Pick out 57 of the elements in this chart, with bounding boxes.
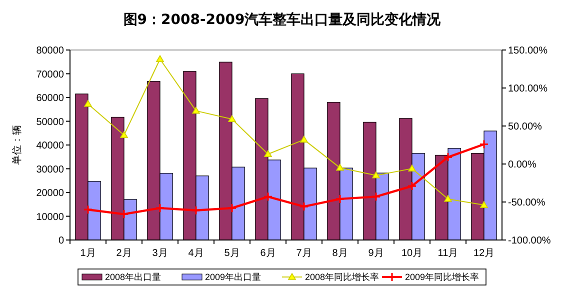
point xyxy=(407,181,417,191)
legend-label: 2009年同比增长率 xyxy=(405,272,480,282)
point xyxy=(479,139,489,150)
point xyxy=(336,164,344,171)
x-tick-label: 8月 xyxy=(332,248,348,259)
y-tick-label: 30000 xyxy=(36,164,64,176)
chart-title: 图9：2008-2009汽车整车出口量及同比变化情况 xyxy=(123,11,442,28)
y-tick-label: 50000 xyxy=(36,116,64,128)
x-tick-label: 6月 xyxy=(260,248,276,259)
y-tick-label: 40000 xyxy=(36,140,64,152)
y-tick-label: 20000 xyxy=(36,188,64,199)
point xyxy=(191,206,201,216)
x-tick-label: 10月 xyxy=(401,248,423,259)
y2-tick-label: 50.00% xyxy=(508,122,542,132)
y-tick-label: 60000 xyxy=(36,93,64,104)
point xyxy=(299,202,309,212)
point xyxy=(263,192,273,202)
y2-tick-label: -50.00% xyxy=(508,198,546,208)
x-tick-label: 7月 xyxy=(296,248,312,259)
y2-tick-label: -100.00% xyxy=(508,236,551,246)
x-tick-label: 2月 xyxy=(116,248,132,259)
point xyxy=(372,172,380,178)
point xyxy=(480,201,488,208)
y-tick-label: 0 xyxy=(58,236,64,246)
point xyxy=(83,204,93,214)
x-tick-label: 9月 xyxy=(368,248,384,259)
point xyxy=(371,192,381,202)
y-tick-label: 70000 xyxy=(36,69,64,80)
x-tick-label: 4月 xyxy=(188,248,204,259)
y2-tick-label: 0.00% xyxy=(508,160,536,170)
point xyxy=(228,115,236,122)
x-tick-label: 1月 xyxy=(80,248,96,259)
legend-label: 2008年同比增长率 xyxy=(305,272,380,282)
point xyxy=(227,203,237,213)
point xyxy=(443,152,453,162)
point xyxy=(408,164,416,172)
y-tick-label: 10000 xyxy=(36,212,64,223)
point xyxy=(155,203,165,213)
y2-tick-label: 100.00% xyxy=(508,84,548,94)
point xyxy=(156,55,164,62)
point xyxy=(120,131,128,138)
y-axis-title: 单位：辆 xyxy=(11,125,23,165)
point xyxy=(444,195,452,202)
y2-tick-label: 150.00% xyxy=(508,46,548,56)
point xyxy=(119,209,129,219)
legend-label: 2008年出口量 xyxy=(105,272,162,282)
point xyxy=(335,194,345,204)
x-tick-label: 12月 xyxy=(473,248,495,259)
x-tick-label: 11月 xyxy=(438,248,458,259)
legend-label: 2009年出口量 xyxy=(205,272,262,282)
point xyxy=(264,150,272,158)
y-tick-label: 80000 xyxy=(36,46,64,56)
point xyxy=(300,136,308,143)
point xyxy=(84,100,92,107)
point xyxy=(192,106,200,114)
x-tick-label: 3月 xyxy=(152,248,168,259)
x-tick-label: 5月 xyxy=(224,248,240,259)
